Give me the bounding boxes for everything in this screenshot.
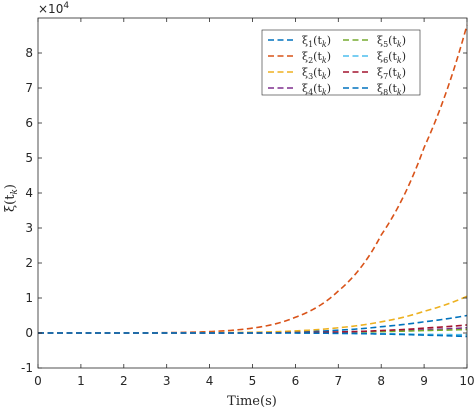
- y-tick-label: 7: [25, 81, 33, 95]
- x-tick-label: 4: [206, 374, 214, 388]
- x-tick-label: 1: [77, 374, 85, 388]
- series-line-8: [38, 332, 468, 338]
- y-tick-label: 5: [25, 151, 33, 165]
- legend-label-5: ξ5(tk): [377, 34, 406, 49]
- legend-label-3: ξ3(tk): [302, 66, 331, 81]
- legend: ξ1(tk) ξ5(tk) ξ2(tk) ξ6(tk) ξ3(tk) ξ7(tk) ξ4(t…: [261, 29, 421, 97]
- y-axis-label: ξ(tk): [3, 184, 20, 212]
- x-tick-label: 7: [334, 374, 342, 388]
- y-tick-label: -1: [21, 361, 33, 375]
- legend-label-2: ξ2(tk): [302, 50, 331, 65]
- legend-label-4: ξ4(tk): [302, 82, 331, 97]
- legend-label-8: ξ8(tk): [377, 82, 406, 97]
- y-tick-label: 8: [25, 46, 33, 60]
- y-tick-label: 2: [25, 256, 33, 270]
- legend-label-6: ξ6(tk): [377, 50, 406, 65]
- y-tick-label: 3: [25, 221, 33, 235]
- x-tick-label: 3: [163, 374, 171, 388]
- x-tick-label: 0: [34, 374, 42, 388]
- y-multiplier-label: ×104: [38, 1, 69, 16]
- y-tick-label: 1: [25, 291, 33, 305]
- legend-label-7: ξ7(tk): [377, 66, 406, 81]
- y-tick-label: 4: [25, 186, 33, 200]
- x-tick-label: 8: [377, 374, 385, 388]
- y-tick-label: 6: [25, 116, 33, 130]
- x-tick-label: 10: [459, 374, 474, 388]
- series-layer: [38, 24, 468, 338]
- x-tick-label: 5: [249, 374, 257, 388]
- legend-box: [261, 29, 421, 96]
- y-tick-label: 0: [25, 326, 33, 340]
- x-tick-label: 9: [420, 374, 428, 388]
- legend-label-1: ξ1(tk): [302, 34, 331, 49]
- x-axis-label: Time(s): [227, 394, 277, 409]
- x-tick-label: 6: [292, 374, 300, 388]
- x-tick-label: 2: [120, 374, 128, 388]
